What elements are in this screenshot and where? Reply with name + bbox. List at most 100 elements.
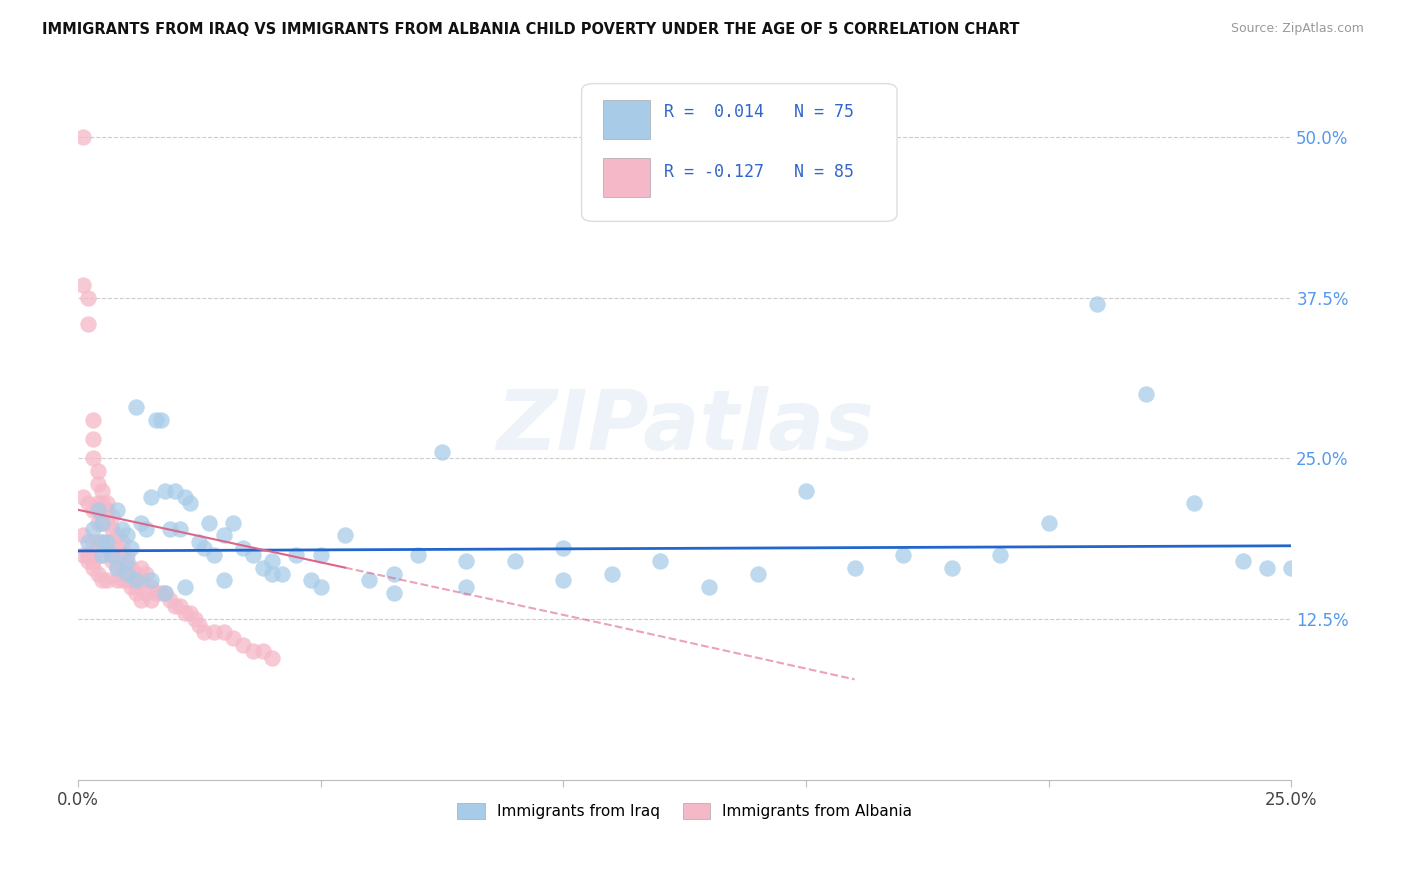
Point (252, 644, 274, 658)
Point (72, 277, 94, 292)
Point (193, 624, 215, 639)
Point (82, 554, 104, 568)
Point (155, 586, 177, 600)
Point (212, 528, 235, 542)
Point (135, 522, 157, 536)
Point (159, 522, 181, 536)
Point (105, 528, 128, 542)
Point (125, 586, 148, 600)
Point (72, 548, 94, 562)
Point (105, 560, 128, 574)
FancyBboxPatch shape (582, 84, 897, 221)
Point (212, 624, 235, 639)
Point (149, 586, 172, 600)
Point (135, 586, 157, 600)
Point (169, 522, 191, 536)
Bar (603, 100, 650, 138)
Point (115, 528, 138, 542)
Point (159, 592, 181, 607)
Point (202, 624, 225, 639)
Point (86, 516, 108, 530)
Point (242, 548, 264, 562)
Point (145, 586, 167, 600)
Point (309, 548, 332, 562)
Point (1182, 496, 1205, 510)
Point (76, 496, 98, 510)
Point (76, 548, 98, 562)
Point (1038, 516, 1060, 530)
Point (91, 535, 114, 549)
Point (101, 554, 124, 568)
Point (115, 548, 138, 562)
Point (165, 483, 187, 498)
Point (1279, 560, 1302, 574)
Point (456, 554, 478, 568)
Point (299, 574, 322, 588)
Point (139, 580, 162, 594)
Point (86, 503, 108, 517)
Point (202, 548, 225, 562)
Point (111, 567, 134, 582)
Point (188, 618, 211, 632)
Point (242, 644, 264, 658)
Point (406, 548, 429, 562)
Point (121, 560, 143, 574)
Point (173, 490, 195, 504)
Text: R = -0.127   N = 85: R = -0.127 N = 85 (664, 163, 853, 181)
Point (382, 567, 405, 582)
Point (96, 535, 118, 549)
Point (553, 541, 575, 556)
Point (82, 503, 104, 517)
Point (72, 490, 94, 504)
Point (91, 548, 114, 562)
Point (82, 413, 104, 427)
Point (72, 528, 94, 542)
Point (96, 535, 118, 549)
Point (1256, 560, 1278, 574)
Point (105, 574, 128, 588)
Point (179, 606, 201, 620)
Point (169, 599, 191, 614)
Point (650, 554, 672, 568)
Point (111, 522, 134, 536)
Point (96, 541, 118, 556)
Point (91, 516, 114, 530)
Point (697, 580, 720, 594)
Point (91, 548, 114, 562)
Point (844, 560, 866, 574)
Point (115, 574, 138, 588)
Point (76, 317, 98, 331)
Point (129, 516, 152, 530)
Point (309, 580, 332, 594)
Point (188, 535, 211, 549)
Point (96, 496, 118, 510)
Point (145, 413, 167, 427)
Point (430, 445, 453, 459)
Text: ZIPatlas: ZIPatlas (496, 386, 873, 467)
Point (139, 592, 162, 607)
Point (91, 496, 114, 510)
Point (115, 560, 138, 574)
Point (76, 535, 98, 549)
Point (212, 574, 235, 588)
Point (262, 650, 284, 665)
Point (91, 483, 114, 498)
Point (794, 483, 817, 498)
Legend: Immigrants from Iraq, Immigrants from Albania: Immigrants from Iraq, Immigrants from Al… (451, 797, 918, 825)
Point (173, 606, 195, 620)
Point (129, 574, 152, 588)
Point (86, 535, 108, 549)
Point (82, 451, 104, 466)
Point (91, 516, 114, 530)
Point (222, 632, 245, 646)
Point (183, 612, 205, 626)
Text: IMMIGRANTS FROM IRAQ VS IMMIGRANTS FROM ALBANIA CHILD POVERTY UNDER THE AGE OF 5: IMMIGRANTS FROM IRAQ VS IMMIGRANTS FROM … (42, 22, 1019, 37)
Point (125, 580, 148, 594)
Point (179, 496, 201, 510)
Point (139, 574, 162, 588)
Point (86, 567, 108, 582)
Point (101, 535, 124, 549)
Point (125, 400, 148, 414)
Point (333, 528, 356, 542)
Point (382, 586, 405, 600)
